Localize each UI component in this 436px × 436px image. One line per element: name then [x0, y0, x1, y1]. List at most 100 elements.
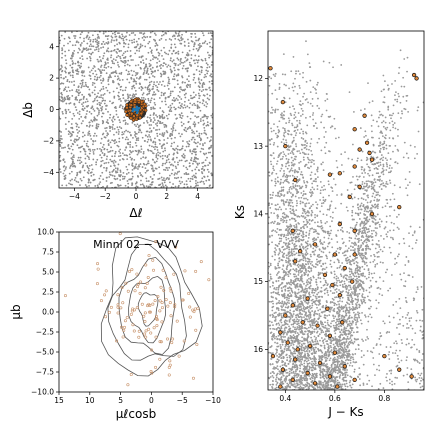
cmd-field-star: [341, 378, 344, 381]
sky-field-star: [150, 118, 152, 121]
sky-field-star: [92, 140, 95, 143]
sky-field-star: [205, 124, 208, 127]
cmd-field-star: [373, 178, 376, 181]
sky-field-star: [201, 177, 204, 180]
sky-field-star: [110, 41, 113, 43]
sky-field-star: [119, 175, 122, 178]
sky-field-star: [155, 42, 158, 44]
cmd-field-star: [323, 126, 325, 129]
sky-field-star: [75, 138, 78, 141]
sky-field-star: [107, 161, 110, 164]
cmd-field-star: [298, 302, 301, 305]
sky-field-star: [62, 98, 64, 101]
cmd-field-star: [336, 311, 338, 314]
sky-field-star: [84, 83, 87, 86]
sky-member-star: [138, 116, 142, 120]
sky-field-star: [158, 114, 161, 117]
cmd-field-star: [326, 220, 328, 223]
cmd-field-star: [282, 174, 285, 177]
cmd-field-star: [295, 132, 298, 134]
cmd-field-star: [378, 364, 380, 367]
sky-field-star: [119, 86, 122, 88]
sky-field-star: [148, 88, 151, 91]
cmd-field-star: [314, 364, 317, 367]
cmd-field-star: [323, 283, 326, 286]
sky-field-star: [181, 114, 184, 117]
sky-member-star: [142, 102, 147, 106]
sky-field-star: [95, 161, 98, 164]
sky-field-star: [180, 112, 183, 115]
sky-field-star: [59, 143, 61, 146]
cmd-field-star: [388, 246, 391, 249]
sky-field-star: [68, 37, 71, 40]
sky-field-star: [99, 74, 102, 77]
sky-field-star: [152, 107, 155, 110]
sky-field-star: [138, 56, 141, 59]
cmd-field-star: [329, 290, 332, 292]
sky-field-star: [203, 168, 206, 171]
sky-field-star: [128, 73, 131, 75]
cmd-field-star: [293, 114, 296, 116]
pm-star: [121, 335, 125, 339]
sky-field-star: [119, 169, 122, 172]
sky-field-star: [204, 164, 207, 167]
sky-field-star: [184, 56, 187, 59]
sky-field-star: [103, 52, 106, 55]
cmd-field-star: [297, 288, 300, 291]
sky-field-star: [203, 41, 206, 44]
sky-field-star: [105, 180, 108, 182]
cmd-field-star: [415, 380, 418, 383]
cmd-field-star: [392, 112, 395, 115]
sky-field-star: [152, 121, 155, 124]
sky-field-star: [93, 99, 96, 102]
sky-xtick-label: 4: [195, 192, 200, 201]
cmd-field-star: [379, 225, 381, 228]
sky-field-star: [187, 67, 189, 70]
sky-field-star: [81, 55, 84, 58]
sky-field-star: [78, 101, 81, 104]
cmd-field-star: [411, 276, 414, 278]
sky-core-star: [131, 109, 135, 113]
sky-field-star: [123, 130, 126, 133]
cmd-field-star: [382, 182, 385, 185]
cmd-field-star: [366, 244, 369, 246]
cmd-field-star: [336, 379, 339, 382]
sky-field-star: [109, 141, 112, 144]
sky-field-star: [89, 48, 92, 51]
cmd-field-star: [315, 207, 318, 209]
sky-field-star: [98, 183, 101, 185]
sky-field-star: [100, 64, 103, 67]
pm-xtick-label: −10: [205, 396, 221, 405]
cmd-field-star: [342, 318, 345, 320]
sky-field-star: [107, 140, 110, 142]
cmd-field-star: [337, 362, 339, 364]
sky-field-star: [83, 140, 86, 143]
sky-field-star: [164, 70, 166, 73]
cmd-field-star: [395, 342, 398, 345]
cmd-field-star: [292, 56, 295, 58]
sky-field-star: [203, 129, 206, 132]
cmd-field-star: [341, 296, 344, 299]
sky-field-star: [164, 169, 167, 171]
sky-field-star: [166, 131, 169, 134]
sky-field-star: [182, 140, 184, 142]
sky-field-star: [89, 148, 91, 151]
sky-field-star: [79, 156, 82, 159]
cmd-field-star: [289, 204, 292, 207]
sky-field-star: [148, 76, 151, 79]
sky-field-star: [59, 39, 62, 42]
sky-field-star: [141, 136, 144, 139]
sky-field-star: [195, 130, 198, 133]
cmd-field-star: [328, 194, 330, 197]
sky-field-star: [105, 161, 108, 164]
sky-field-star: [162, 162, 164, 165]
sky-field-star: [65, 110, 68, 113]
sky-field-star: [178, 96, 181, 98]
sky-field-star: [107, 133, 109, 136]
cmd-field-star: [339, 297, 341, 300]
cmd-field-star: [295, 391, 297, 393]
pm-star: [124, 281, 128, 285]
cmd-field-star: [320, 331, 323, 334]
cmd-field-star: [309, 159, 311, 162]
sky-field-star: [110, 160, 113, 163]
